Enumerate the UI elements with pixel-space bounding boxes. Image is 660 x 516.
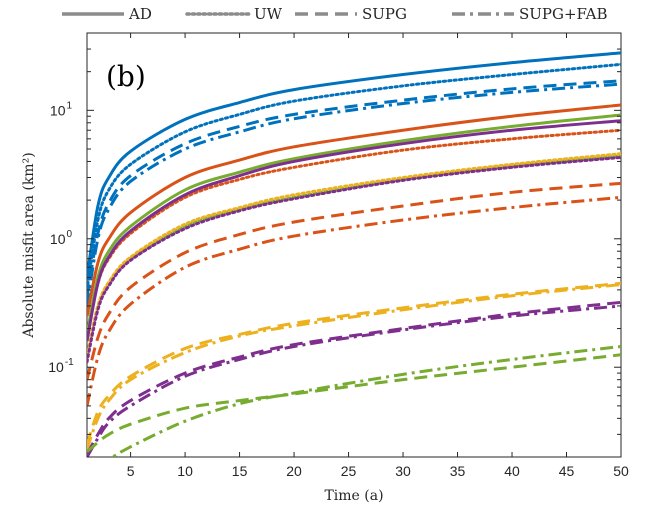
legend-label: SUPG+FAB [519, 5, 608, 23]
x-tick-label: 10 [177, 463, 193, 479]
series-line-4 [87, 103, 621, 317]
series-line-11 [87, 152, 621, 359]
y-tick-label: 10-1 [48, 357, 74, 375]
series-line-15 [87, 300, 621, 456]
x-axis-label: Time (a) [324, 488, 383, 504]
panel-label: (b) [106, 60, 146, 93]
series-line-1 [87, 62, 621, 292]
x-axis: 5 10 15 20 25 30 35 40 45 50 [127, 33, 629, 479]
series-line-7 [87, 195, 621, 407]
y-tick-label: 101 [50, 100, 73, 118]
x-tick-label: 50 [613, 463, 629, 479]
x-tick-label: 5 [127, 463, 135, 479]
series-line-17 [87, 353, 621, 453]
plot-area [86, 32, 622, 458]
series-line-3 [87, 82, 621, 307]
series-line-8 [87, 113, 621, 335]
series-line-6 [87, 181, 621, 381]
legend-label: AD [128, 5, 152, 23]
series-line-14 [87, 283, 621, 450]
series-line-0 [87, 51, 621, 278]
legend-label: UW [254, 5, 283, 23]
series-line-12 [87, 155, 621, 364]
x-tick-label: 45 [559, 463, 575, 479]
y-tick-label: 100 [50, 229, 73, 247]
x-tick-label: 35 [450, 463, 466, 479]
x-tick-label: 15 [232, 463, 248, 479]
legend-label: SUPG [362, 5, 407, 23]
y-tick-exponent: 1 [67, 100, 73, 111]
y-tick-exponent: 0 [67, 229, 73, 240]
series-line-2 [87, 79, 621, 298]
series-line-13 [87, 281, 621, 446]
x-tick-label: 30 [395, 463, 411, 479]
series-line-9 [87, 119, 621, 342]
x-tick-label: 25 [341, 463, 357, 479]
y-axis-label: Absolute misfit area (km²) [21, 152, 37, 338]
x-tick-label: 40 [504, 463, 520, 479]
x-tick-label: 20 [286, 463, 302, 479]
legend: AD UW SUPG SUPG+FAB [62, 5, 608, 23]
series-group [87, 51, 621, 457]
series-line-16 [87, 304, 621, 457]
y-tick-exponent: -1 [65, 357, 74, 368]
